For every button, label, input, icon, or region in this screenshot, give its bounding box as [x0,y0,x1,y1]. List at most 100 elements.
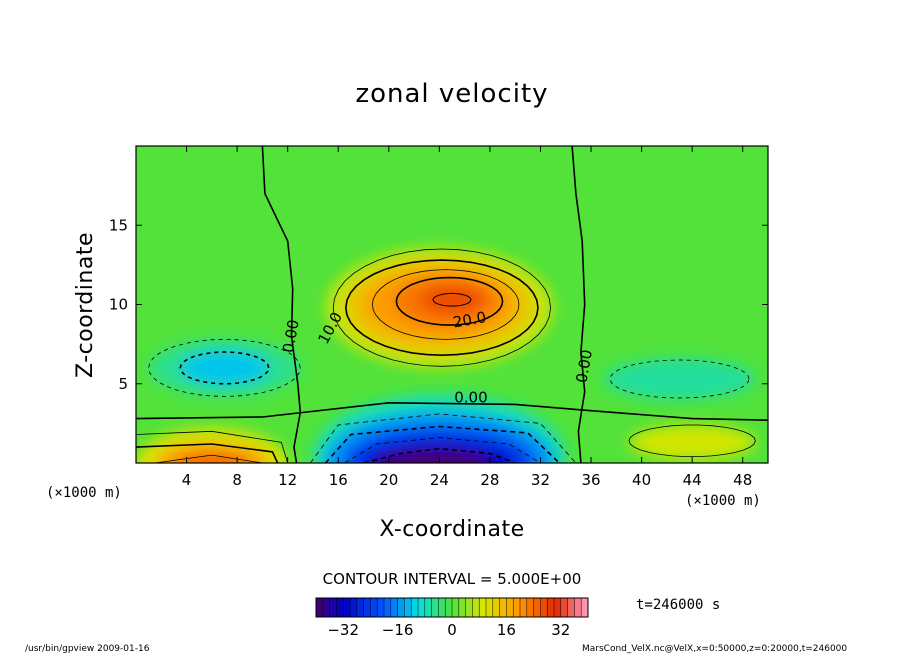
contour-line-18 [628,424,756,457]
colorbar-cell-19 [445,598,453,617]
colorbar-cell-15 [418,598,426,617]
colorbar-cell-2 [329,598,337,617]
colorbar-cell-18 [438,598,446,617]
colorbar-cell-35 [554,598,562,617]
colorbar-cell-4 [343,598,351,617]
colorbar-cell-38 [574,598,582,617]
x-tick-label-7: 32 [531,471,550,489]
colorbar-cell-28 [506,598,514,617]
colorbar-cell-32 [533,598,541,617]
colorbar-cell-26 [492,598,500,617]
colorbar-cell-0 [316,598,324,617]
colorbar-cell-23 [472,598,480,617]
y-tick-label-2: 15 [109,216,128,234]
contour-interval: CONTOUR INTERVAL = 5.000E+00 [323,570,582,588]
contour-label-0: 0.00 [279,318,303,354]
colorbar-cell-13 [404,598,412,617]
contour-line-10 [344,437,541,463]
x-tick-label-10: 44 [683,471,702,489]
contour-line-0 [261,146,302,463]
colorbar-cell-33 [540,598,548,617]
y-axis-label: Z-coordinate [73,232,98,378]
x-tick-label-1: 8 [232,471,242,489]
colorbar-cell-37 [567,598,575,617]
x-tick-label-8: 36 [581,471,600,489]
colorbar-cell-11 [390,598,398,617]
contour-label-2: 20.0 [452,308,488,332]
contour-line-13 [136,443,279,463]
contour-line-16 [179,351,270,385]
x-tick-label-0: 4 [182,471,192,489]
x-tick-label-5: 24 [430,471,449,489]
contour-line-3 [332,248,551,367]
x-tick-label-4: 20 [379,471,398,489]
y-axis-unit: (×1000 m) [46,485,122,501]
contour-line-17 [609,359,750,399]
field-patch-16 [628,424,756,460]
contour-label-3: 0.00 [454,389,487,407]
x-tick-label-11: 48 [733,471,752,489]
colorbar-cell-30 [520,598,528,617]
colorbar-cell-16 [424,598,432,617]
contour-label-4: 0.00 [572,348,596,384]
field-patch-15 [603,358,756,400]
contour-line-14 [154,454,263,463]
colorbar-cell-5 [350,598,358,617]
contour-line-9 [325,425,560,463]
x-tick-label-6: 28 [480,471,499,489]
contour-labels: 0.00 10.0 20.00.000.00 [279,308,596,406]
velocity-field [136,247,756,463]
colorbar-ticks: −32 −16 0 16 32 [327,621,570,639]
colorbar-cell-36 [560,598,568,617]
colorbar-cell-21 [458,598,466,617]
colorbar-cell-12 [397,598,405,617]
colorbar-cell-27 [499,598,507,617]
colorbar-cell-6 [356,598,364,617]
contour-line-6 [395,276,504,326]
colorbar-cell-7 [363,598,371,617]
x-axis-label: X-coordinate [379,517,524,542]
colorbar-tick-1: −16 [382,621,414,639]
colorbar-cell-39 [581,598,589,617]
footer-left: /usr/bin/gpview 2009-01-16 [25,644,150,654]
colorbar [315,597,589,618]
y-tick-label-0: 5 [118,375,128,393]
time-label: t=246000 s [636,597,720,613]
colorbar-tick-2: 0 [447,621,457,639]
contour-line-15 [148,338,301,397]
colorbar-tick-3: 16 [497,621,516,639]
x-tick-label-3: 16 [329,471,348,489]
footer-right: MarsCond_VelX.nc@VelX,x=0:50000,z=0:2000… [582,644,847,654]
colorbar-cell-20 [452,598,460,617]
colorbar-tick-0: −32 [327,621,359,639]
field-patch-9 [376,450,490,463]
colorbar-cell-8 [370,598,378,617]
plot-area: 0.00 10.0 20.00.000.00 4 8 12 16 20 24 28 32 36 40 4… [109,145,769,489]
colorbar-cell-14 [411,598,419,617]
contour-line-4 [344,259,539,357]
colorbar-cell-17 [431,598,439,617]
colorbar-cell-10 [384,598,392,617]
colorbar-cell-9 [377,598,385,617]
colorbar-cell-3 [336,598,344,617]
field-patch-4 [420,285,484,315]
contour-line-1 [571,146,586,463]
colorbar-tick-4: 32 [551,621,570,639]
contour-line-12 [136,430,289,463]
colorbar-cell-31 [526,598,534,617]
colorbar-cell-29 [513,598,521,617]
contour-line-11 [363,447,516,463]
x-axis-ticks: 4 8 12 16 20 24 28 32 36 40 44 48 [182,146,752,489]
contour-line-5 [371,269,520,340]
chart-title: zonal velocity [355,79,548,109]
colorbar-cell-22 [465,598,473,617]
colorbar-frame [315,597,589,618]
contour-line-8 [310,413,577,463]
x-axis-unit: (×1000 m) [685,493,761,509]
colorbar-cell-25 [486,598,494,617]
x-tick-label-9: 40 [632,471,651,489]
x-tick-label-2: 12 [278,471,297,489]
y-axis-ticks: 5 10 15 [109,216,768,393]
